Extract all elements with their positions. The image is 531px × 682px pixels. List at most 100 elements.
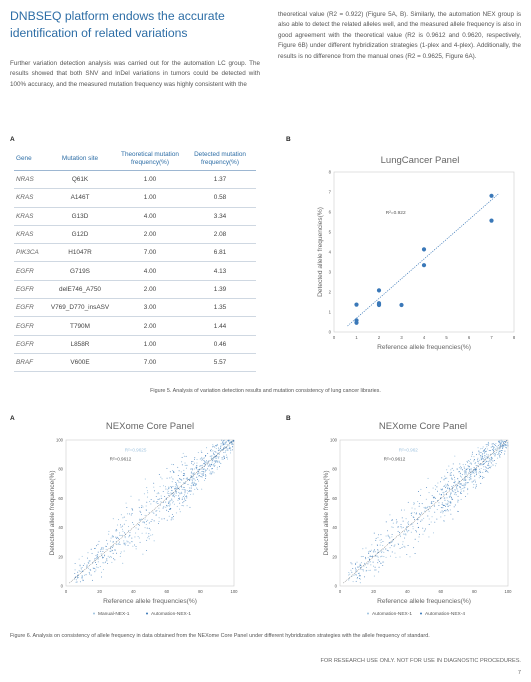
y-tick-label: 3 xyxy=(329,270,332,275)
data-point xyxy=(115,543,117,546)
data-point xyxy=(460,490,462,492)
data-point xyxy=(213,463,215,465)
data-point xyxy=(465,496,467,497)
data-point xyxy=(485,450,487,452)
data-point xyxy=(450,513,452,515)
data-point xyxy=(486,461,488,462)
data-point xyxy=(141,532,143,534)
data-point xyxy=(457,478,459,480)
data-point xyxy=(412,516,414,518)
data-point xyxy=(458,471,460,473)
cell-detected: 5.57 xyxy=(184,353,256,373)
data-point xyxy=(141,505,143,507)
data-point xyxy=(405,534,407,536)
data-point xyxy=(491,456,493,458)
data-point xyxy=(93,548,95,549)
data-point xyxy=(463,485,465,487)
data-point xyxy=(493,444,495,446)
data-point xyxy=(137,528,139,530)
data-point xyxy=(105,561,106,563)
data-point xyxy=(491,453,494,455)
data-point xyxy=(418,513,420,515)
fig5-label-b: B xyxy=(286,136,291,143)
fig6-label-a: A xyxy=(10,415,15,422)
data-point xyxy=(483,452,485,454)
data-point xyxy=(102,547,104,549)
r2-annotation-2: R²=0.9612 xyxy=(110,456,132,461)
data-point xyxy=(101,548,103,550)
data-point xyxy=(460,483,462,484)
data-point xyxy=(166,505,168,507)
data-point xyxy=(166,468,168,469)
data-point xyxy=(486,456,488,458)
data-point xyxy=(449,474,451,476)
data-point xyxy=(225,447,227,449)
scatter-cloud xyxy=(348,439,509,584)
data-point xyxy=(150,534,152,536)
data-point xyxy=(387,550,389,552)
data-point xyxy=(476,473,478,475)
data-point xyxy=(499,455,501,457)
data-point xyxy=(166,509,168,511)
data-point xyxy=(159,504,161,506)
data-point xyxy=(193,462,195,464)
data-point xyxy=(222,442,224,444)
data-point xyxy=(231,441,233,443)
data-point xyxy=(190,472,192,474)
data-point xyxy=(391,526,393,528)
data-point xyxy=(489,458,491,460)
data-point xyxy=(356,561,358,563)
data-point xyxy=(182,502,184,504)
data-point xyxy=(479,470,481,472)
data-point xyxy=(159,498,161,500)
data-point xyxy=(195,468,197,470)
data-point xyxy=(156,501,158,503)
data-point xyxy=(450,500,452,503)
data-point xyxy=(210,450,212,452)
data-point xyxy=(140,507,142,509)
data-point xyxy=(196,473,199,475)
data-point xyxy=(200,457,202,460)
data-point xyxy=(178,491,180,493)
data-point xyxy=(190,490,192,492)
data-point xyxy=(415,529,417,531)
data-point xyxy=(205,475,207,477)
data-point xyxy=(427,515,429,517)
y-tick-label: 80 xyxy=(332,467,337,472)
data-point xyxy=(214,450,216,452)
data-point xyxy=(504,443,506,445)
data-point xyxy=(450,492,452,494)
data-point xyxy=(203,463,205,465)
data-point xyxy=(205,469,207,471)
data-point xyxy=(169,504,171,506)
nex-chart-b-title: NEXome Core Panel xyxy=(378,421,468,432)
data-point xyxy=(181,488,183,490)
data-point xyxy=(413,502,415,504)
data-point xyxy=(193,475,195,477)
data-point xyxy=(120,534,122,536)
data-point xyxy=(385,535,387,537)
data-point xyxy=(437,490,439,492)
data-point xyxy=(444,499,446,501)
data-point xyxy=(211,459,213,461)
data-point xyxy=(485,471,487,473)
data-point xyxy=(479,463,481,465)
data-point xyxy=(483,459,485,460)
data-point xyxy=(385,548,387,550)
data-point xyxy=(100,548,102,550)
data-point xyxy=(107,543,109,545)
x-tick-label: 40 xyxy=(405,589,410,594)
data-point xyxy=(495,451,497,454)
data-point xyxy=(394,544,396,546)
data-point xyxy=(201,452,203,453)
data-point xyxy=(183,489,185,491)
data-point xyxy=(461,487,463,490)
data-point xyxy=(207,453,209,454)
data-point xyxy=(184,495,187,498)
y-axis-label: Detected allele frequencies(%) xyxy=(317,207,324,297)
data-point xyxy=(474,470,476,472)
data-point xyxy=(185,478,187,480)
data-point xyxy=(132,508,134,510)
data-point xyxy=(220,462,222,465)
data-point xyxy=(139,510,141,512)
